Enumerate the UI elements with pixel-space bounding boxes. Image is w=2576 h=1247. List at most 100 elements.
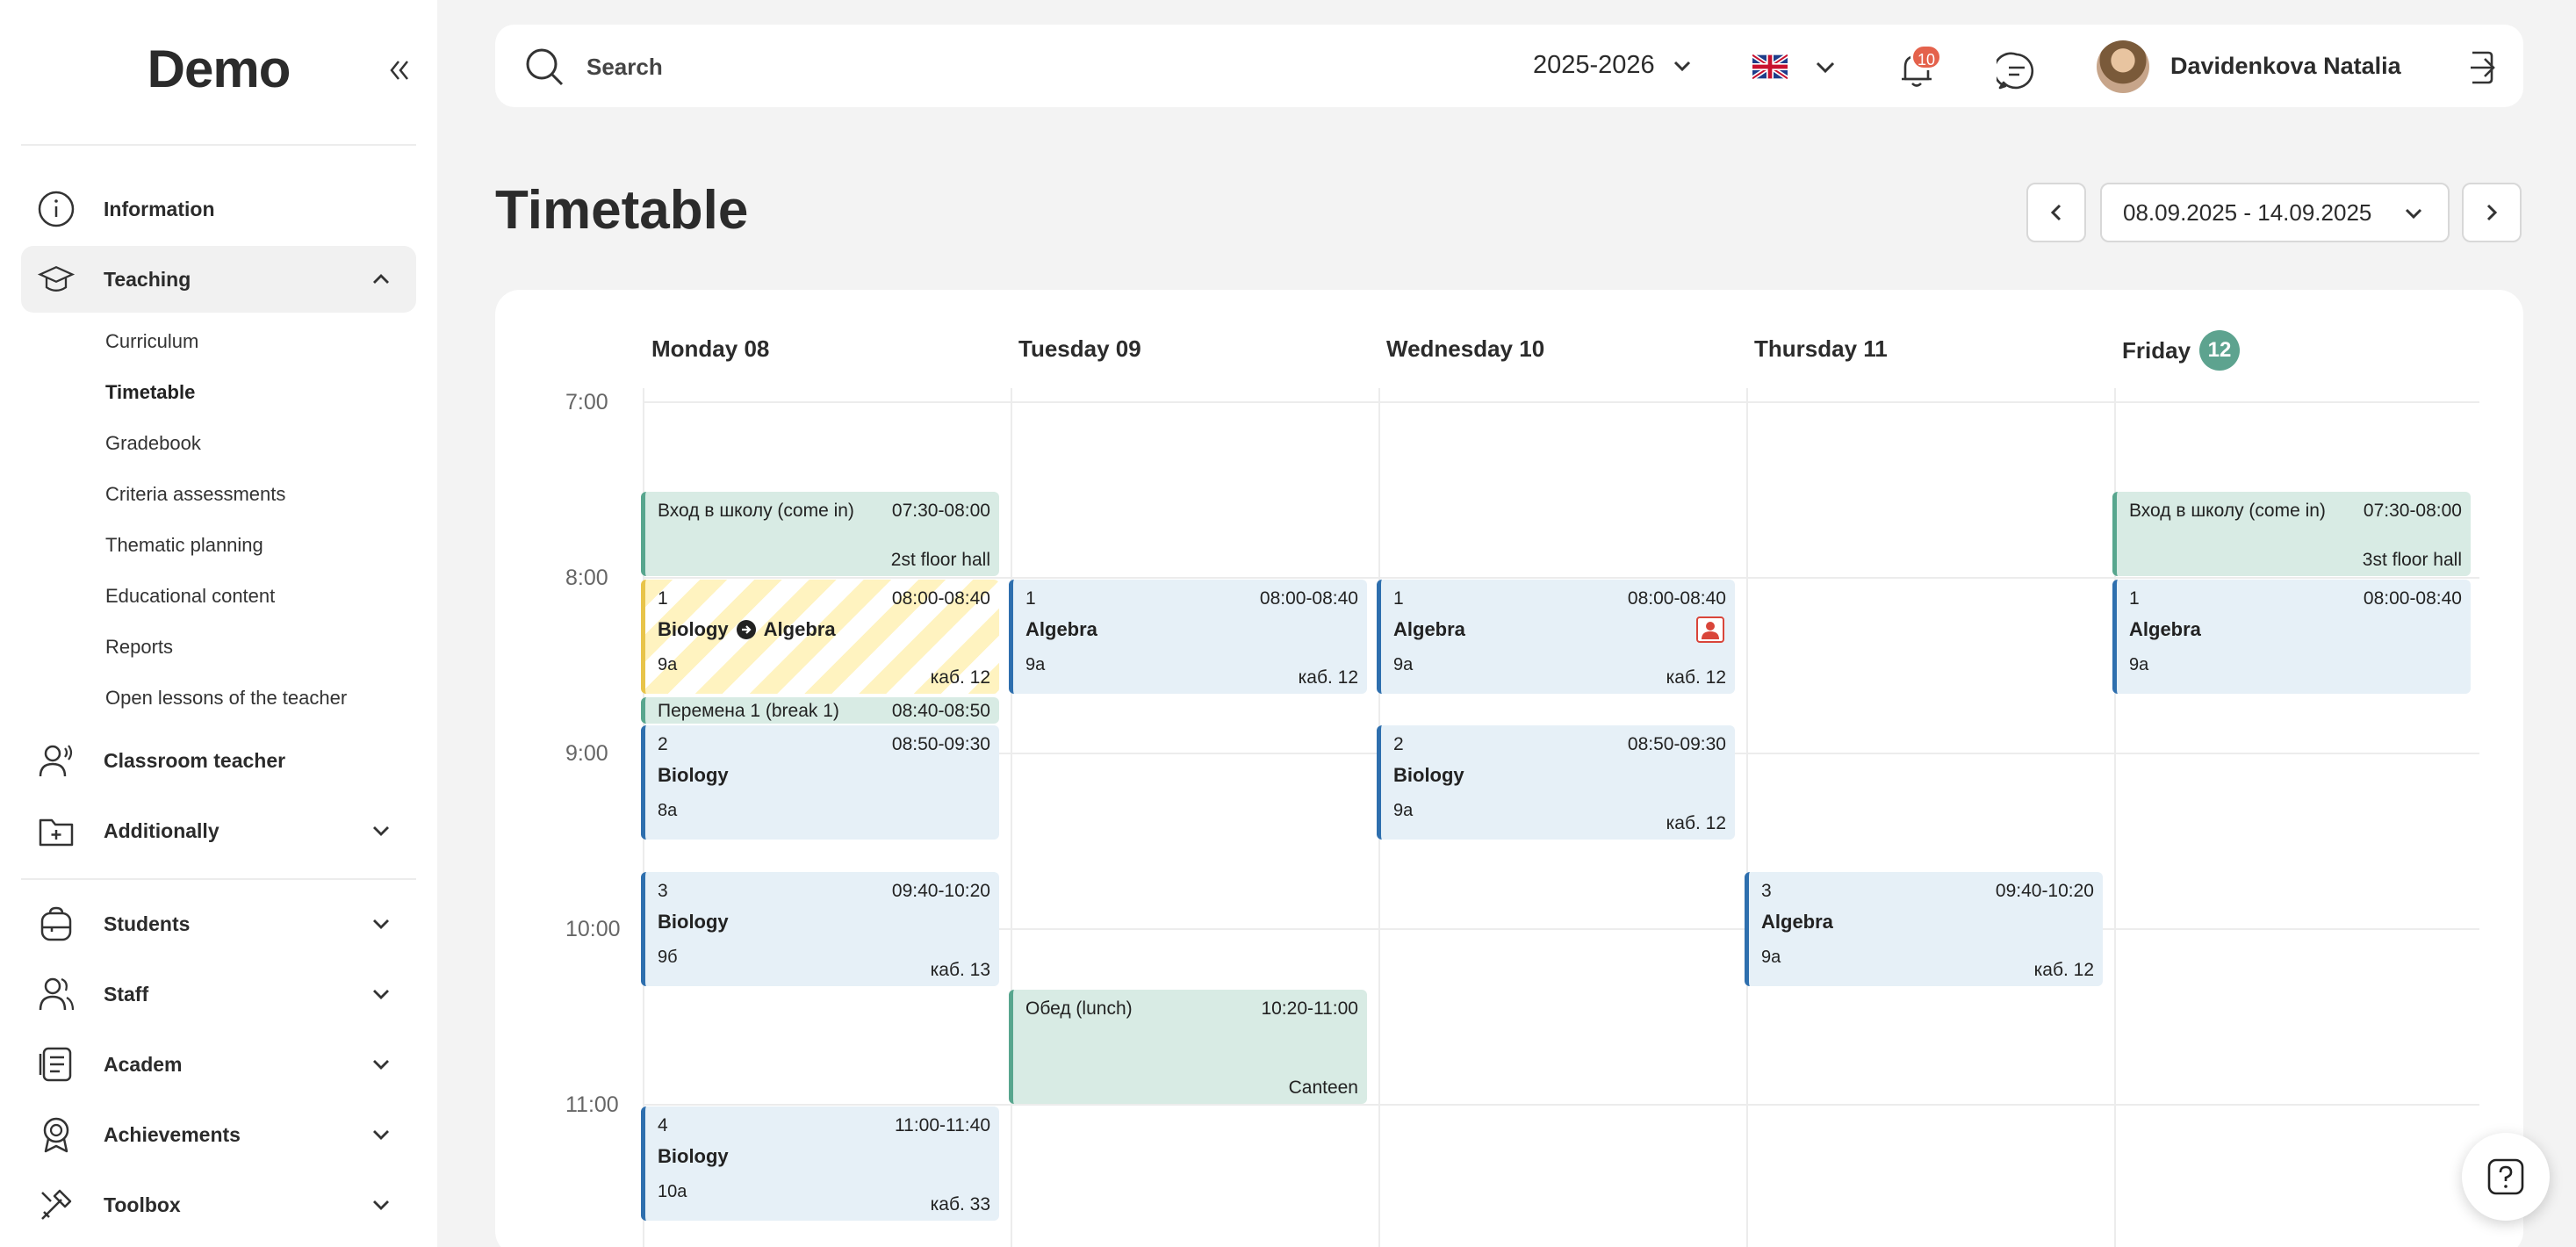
sidebar-item-classroom-teacher[interactable]: Classroom teacher: [21, 727, 416, 794]
lesson-class: 9a: [2129, 655, 2149, 674]
lesson-class: 9a: [658, 655, 678, 674]
lesson-subject: Algebra: [1025, 618, 1097, 640]
notification-badge: 10: [1910, 44, 1942, 70]
lesson-subject: Biology: [1393, 764, 1464, 786]
sidebar-item-label: Classroom teacher: [104, 748, 286, 772]
logo: Demo: [147, 40, 291, 98]
sidebar-subitem-criteria-assessments[interactable]: Criteria assessments: [105, 483, 286, 505]
sidebar-item-staff[interactable]: Staff: [21, 961, 416, 1027]
lesson-time: 08:00-08:40: [1259, 588, 1358, 609]
sidebar-item-additionally[interactable]: Additionally: [21, 797, 416, 864]
sidebar-item-label: Students: [104, 912, 191, 935]
sidebar-item-toolbox[interactable]: Toolbox: [21, 1171, 416, 1238]
lesson-subject: Algebra: [1393, 618, 1465, 640]
lesson-subject: Biology: [658, 911, 729, 933]
lesson-time: 08:00-08:40: [2363, 588, 2462, 609]
sidebar-subitem-educational-content[interactable]: Educational content: [105, 585, 276, 607]
sidebar-item-students[interactable]: Students: [21, 890, 416, 957]
previous-week-button[interactable]: [2026, 183, 2086, 242]
chevron-left-icon: [2050, 204, 2062, 221]
lesson-card[interactable]: 1 08:00-08:40 Algebra 9a: [2112, 580, 2471, 694]
lesson-room: каб. 12: [2033, 960, 2094, 980]
lesson-card[interactable]: 1 08:00-08:40 Algebra 9a каб. 12: [1377, 580, 1735, 694]
chevron-down-icon: [373, 1200, 389, 1210]
lesson-card[interactable]: 2 08:50-09:30 Biology 8a: [641, 725, 999, 840]
sidebar-subitem-thematic-planning[interactable]: Thematic planning: [105, 534, 263, 556]
sidebar-subitem-open-lessons[interactable]: Open lessons of the teacher: [105, 687, 348, 709]
subject-from: Biology: [658, 618, 729, 640]
uk-flag-icon[interactable]: [1752, 54, 1788, 79]
grid-line: [1746, 388, 1748, 1247]
page-title: Timetable: [495, 180, 749, 241]
sidebar-item-label: Academ: [104, 1052, 183, 1076]
lesson-time: 08:00-08:40: [1627, 588, 1726, 609]
chevron-down-icon: [373, 919, 389, 929]
lesson-card[interactable]: 4 11:00-11:40 Biology 10a каб. 33: [641, 1106, 999, 1221]
user-name[interactable]: Davidenkova Natalia: [2170, 53, 2401, 79]
event-lunch[interactable]: Обед (lunch) 10:20-11:00 Canteen: [1009, 990, 1367, 1104]
collapse-sidebar-icon[interactable]: [386, 53, 413, 88]
sidebar-item-label: Achievements: [104, 1122, 241, 1146]
event-time: 07:30-08:00: [2363, 501, 2462, 521]
grid-line: [643, 577, 2479, 579]
academic-year-select[interactable]: 2025-2026: [1533, 51, 1694, 80]
sidebar-subitem-gradebook[interactable]: Gradebook: [105, 432, 201, 454]
day-header-friday: Friday 12: [2122, 330, 2241, 371]
document-icon: [37, 1045, 76, 1084]
info-icon: [37, 190, 76, 228]
lesson-number: 3: [658, 881, 668, 901]
event-title: Вход в школу (come in): [658, 501, 854, 521]
tools-icon: [37, 1186, 76, 1224]
day-header-label: Thursday 11: [1754, 335, 1888, 362]
today-badge: 12: [2199, 330, 2241, 371]
divider: [21, 144, 416, 146]
search-input[interactable]: [586, 49, 1377, 84]
day-header-tuesday: Tuesday 09: [1018, 335, 1141, 363]
lesson-room: каб. 13: [930, 960, 990, 980]
sidebar-item-teaching[interactable]: Teaching: [21, 246, 416, 313]
online-lesson-icon[interactable]: [1696, 616, 1724, 643]
lesson-time: 08:50-09:30: [891, 734, 990, 754]
lesson-card[interactable]: 3 09:40-10:20 Algebra 9a каб. 12: [1745, 872, 2103, 986]
top-bar: 2025-2026 10 Davidenkova Natalia: [495, 25, 2523, 107]
award-icon: [37, 1115, 76, 1154]
lesson-card[interactable]: 3 09:40-10:20 Biology 9б каб. 13: [641, 872, 999, 986]
sidebar-item-achievements[interactable]: Achievements: [21, 1101, 416, 1168]
date-range-select[interactable]: 08.09.2025 - 14.09.2025: [2100, 183, 2450, 242]
chevron-down-icon: [373, 1060, 389, 1070]
lesson-class: 9a: [1393, 801, 1414, 820]
event-location: Canteen: [1288, 1078, 1358, 1098]
help-button[interactable]: [2462, 1133, 2550, 1221]
lesson-number: 3: [1761, 881, 1772, 901]
next-week-button[interactable]: [2462, 183, 2522, 242]
users-icon: [37, 975, 76, 1013]
lesson-replacement[interactable]: 1 08:00-08:40 Biology Algebra 9a каб. 12: [641, 580, 999, 694]
grid-line: [643, 928, 2479, 930]
lesson-number: 4: [658, 1115, 668, 1135]
logout-icon[interactable]: [2455, 46, 2499, 90]
event-come-in[interactable]: Вход в школу (come in) 07:30-08:00 2st f…: [641, 492, 999, 576]
lesson-card[interactable]: 2 08:50-09:30 Biology 9a каб. 12: [1377, 725, 1735, 840]
backpack-icon: [37, 905, 76, 943]
sidebar-item-information[interactable]: Information: [21, 176, 416, 242]
avatar[interactable]: [2097, 40, 2149, 93]
event-title: Вход в школу (come in): [2129, 501, 2326, 521]
lesson-room: каб. 12: [930, 667, 990, 688]
sidebar-subitem-reports[interactable]: Reports: [105, 636, 174, 658]
chat-icon[interactable]: [1997, 51, 2037, 91]
lesson-card[interactable]: 1 08:00-08:40 Algebra 9a каб. 12: [1009, 580, 1367, 694]
lesson-class: 9a: [1393, 655, 1414, 674]
event-time: 10:20-11:00: [1261, 998, 1358, 1019]
sidebar-subitem-timetable[interactable]: Timetable: [105, 381, 196, 403]
sidebar-subitem-curriculum[interactable]: Curriculum: [105, 330, 199, 352]
chevron-down-icon: [1673, 61, 1690, 71]
lesson-room: каб. 12: [1298, 667, 1358, 688]
sidebar-item-academ[interactable]: Academ: [21, 1031, 416, 1098]
language-chevron-down-icon[interactable]: [1812, 54, 1838, 81]
event-come-in[interactable]: Вход в школу (come in) 07:30-08:00 3st f…: [2112, 492, 2471, 576]
event-break[interactable]: Перемена 1 (break 1) 08:40-08:50: [641, 697, 999, 724]
lesson-number: 1: [1025, 588, 1036, 609]
date-range-value: 08.09.2025 - 14.09.2025: [2123, 199, 2372, 226]
grid-line: [643, 401, 2479, 403]
grid-line: [1011, 388, 1012, 1247]
